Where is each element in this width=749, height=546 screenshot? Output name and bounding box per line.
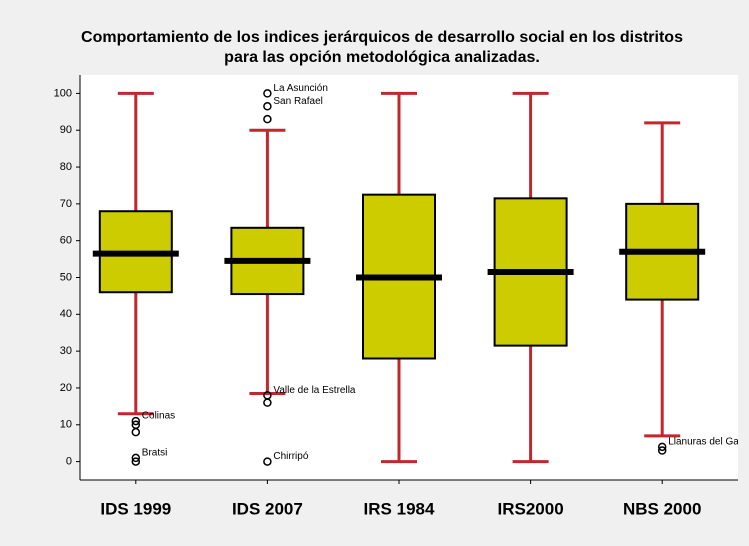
y-tick-label: 10: [60, 419, 72, 431]
x-tick-label: NBS 2000: [623, 499, 701, 518]
x-tick-label: IDS 2007: [232, 499, 303, 518]
y-tick-label: 30: [60, 345, 72, 357]
chart-title: para las opción metodológica analizadas.: [224, 49, 540, 66]
outlier: [263, 89, 272, 98]
y-tick-label: 100: [54, 87, 72, 99]
outlier: [263, 102, 272, 111]
y-tick-label: 60: [60, 235, 72, 247]
outlier-label: La Asunción: [273, 83, 328, 94]
outlier: [657, 442, 667, 452]
outlier: [263, 457, 272, 466]
outlier: [131, 416, 141, 426]
outlier: [657, 446, 667, 455]
y-tick-label: 50: [60, 271, 72, 283]
y-tick-label: 0: [66, 455, 72, 467]
y-tick-label: 40: [60, 308, 72, 320]
outlier: [263, 398, 272, 407]
plot: Colinas Bratsi La Asunción San Rafael Valle …: [92, 83, 749, 466]
chart-title: Comportamiento de los indices jerárquico…: [81, 29, 683, 46]
y-tick-label: 80: [60, 161, 72, 173]
outlier-label: San Rafael: [273, 96, 322, 107]
outlier-label: Chirripó: [273, 451, 308, 462]
outlier-label: Llanuras del Gasp: [668, 437, 749, 448]
outlier: [131, 457, 141, 466]
outlier-label: Bratsi: [142, 448, 168, 459]
y-tick-label: 70: [60, 198, 72, 210]
outlier: [263, 114, 272, 124]
outlier: [131, 453, 141, 463]
outlier-label: Valle de la Estrella: [273, 385, 356, 396]
y-tick-label: 90: [60, 124, 72, 136]
x-tick-label: IRS 1984: [364, 499, 435, 518]
y-tick-label: 20: [60, 382, 72, 394]
outlier: [131, 427, 141, 437]
x-tick-label: IDS 1999: [100, 499, 171, 518]
outlier-label: Colinas: [142, 411, 175, 422]
x-tick-label: IRS2000: [498, 499, 564, 518]
